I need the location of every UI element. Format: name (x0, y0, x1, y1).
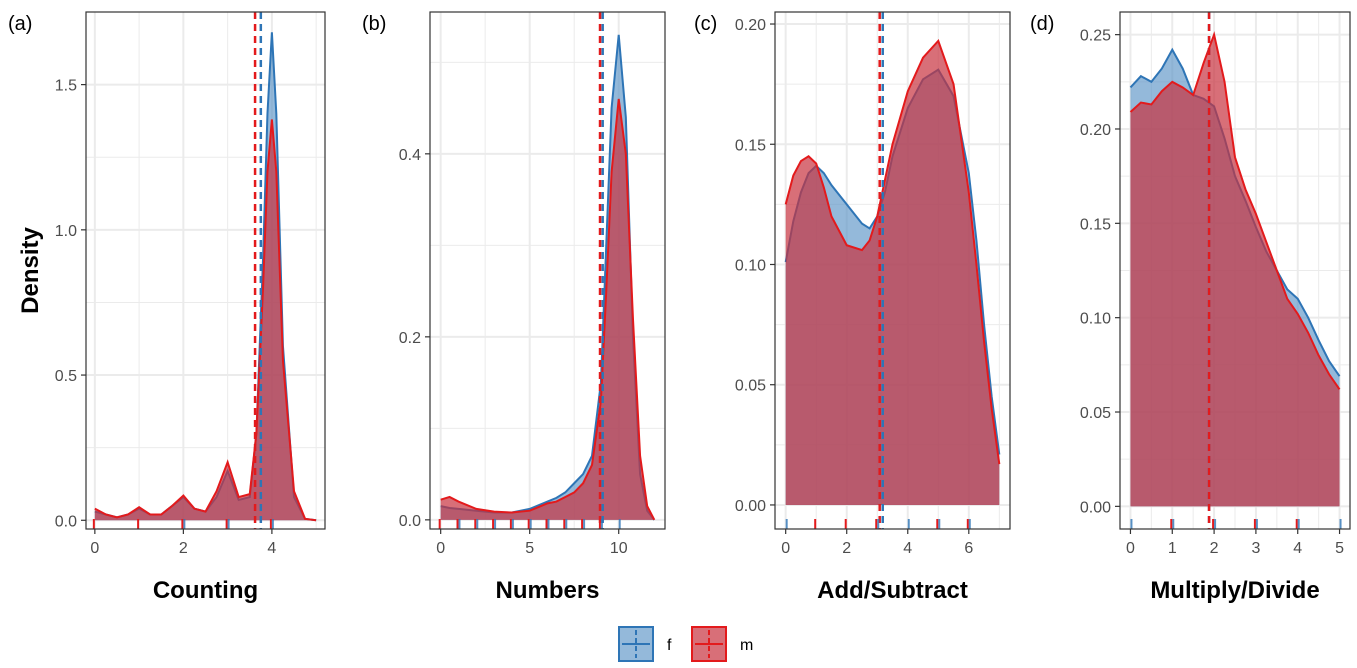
density-line-m (784, 38, 1001, 465)
x-axis-title: Multiply/Divide (1150, 577, 1319, 604)
x-tick-label: 2 (179, 540, 188, 557)
x-tick-label: 0 (1126, 540, 1135, 557)
panel-letter: (a) (8, 13, 32, 35)
legend-label: m (740, 637, 753, 654)
y-tick-label: 0.2 (399, 330, 421, 347)
x-tick-label: 4 (903, 540, 912, 557)
x-tick-label: 2 (842, 540, 851, 557)
x-tick-label: 4 (267, 540, 276, 557)
x-tick-label: 10 (610, 540, 628, 557)
x-axis-title: Numbers (495, 577, 599, 604)
panel-4: 0 1 2 3 4 5 0.00 0.05 0.10 0.15 0.20 0.25 Multiply/D… (1030, 11, 1351, 604)
y-axis-title: Density (17, 227, 44, 314)
y-tick-label: 1.0 (55, 223, 77, 240)
x-tick-label: 0 (436, 540, 445, 557)
legend-item-m: m (691, 626, 753, 662)
panel-letter: (c) (694, 13, 717, 35)
x-tick-label: 1 (1168, 540, 1177, 557)
y-tick-label: 0.05 (1080, 405, 1111, 422)
y-tick-label: 0.00 (735, 498, 766, 515)
y-tick-label: 0.5 (55, 368, 77, 385)
panel-letter: (d) (1030, 13, 1054, 35)
x-tick-label: 0 (90, 540, 99, 557)
y-tick-label: 0.0 (399, 513, 421, 530)
y-tick-label: 0.20 (735, 17, 766, 34)
x-axis-title: Add/Subtract (817, 577, 968, 604)
y-tick-label: 0.00 (1080, 499, 1111, 516)
panel-2: 0 5 10 0.0 0.2 0.4 Numbers (b) (362, 11, 666, 604)
y-tick-label: 1.5 (55, 78, 77, 95)
plot-frame (85, 11, 326, 530)
panel-3: 0 2 4 6 0.00 0.05 0.10 0.15 0.20 Add/Subtract (c) (694, 11, 1011, 604)
y-tick-label: 0.4 (399, 147, 421, 164)
density-area-m (1130, 34, 1340, 507)
density-line-m (440, 98, 656, 521)
plot-frame (1119, 11, 1351, 530)
y-tick-label: 0.25 (1080, 28, 1111, 45)
y-tick-label: 0.10 (1080, 311, 1111, 328)
x-axis-title: Counting (153, 577, 258, 604)
x-tick-label: 5 (525, 540, 534, 557)
legend-item-f: f (618, 626, 672, 662)
panel-1: 0 2 4 0.0 0.5 1.0 1.5 Counting (a) Density (8, 11, 326, 604)
x-tick-label: 0 (781, 540, 790, 557)
y-tick-label: 0.05 (735, 378, 766, 395)
legend-label: f (667, 637, 672, 654)
plot-frame (774, 11, 1011, 530)
x-tick-label: 5 (1335, 540, 1344, 557)
panel-letter: (b) (362, 13, 386, 35)
plot-frame (429, 11, 666, 530)
x-tick-label: 4 (1293, 540, 1302, 557)
y-tick-label: 0.0 (55, 513, 77, 530)
density-area-m (785, 40, 1000, 505)
y-tick-label: 0.10 (735, 257, 766, 274)
density-line-m (94, 119, 317, 522)
y-tick-label: 0.15 (1080, 216, 1111, 233)
y-tick-label: 0.15 (735, 137, 766, 154)
y-tick-label: 0.20 (1080, 122, 1111, 139)
x-tick-label: 2 (1210, 540, 1219, 557)
x-tick-label: 6 (964, 540, 973, 557)
density-line-m (1129, 31, 1341, 390)
x-tick-label: 3 (1251, 540, 1260, 557)
